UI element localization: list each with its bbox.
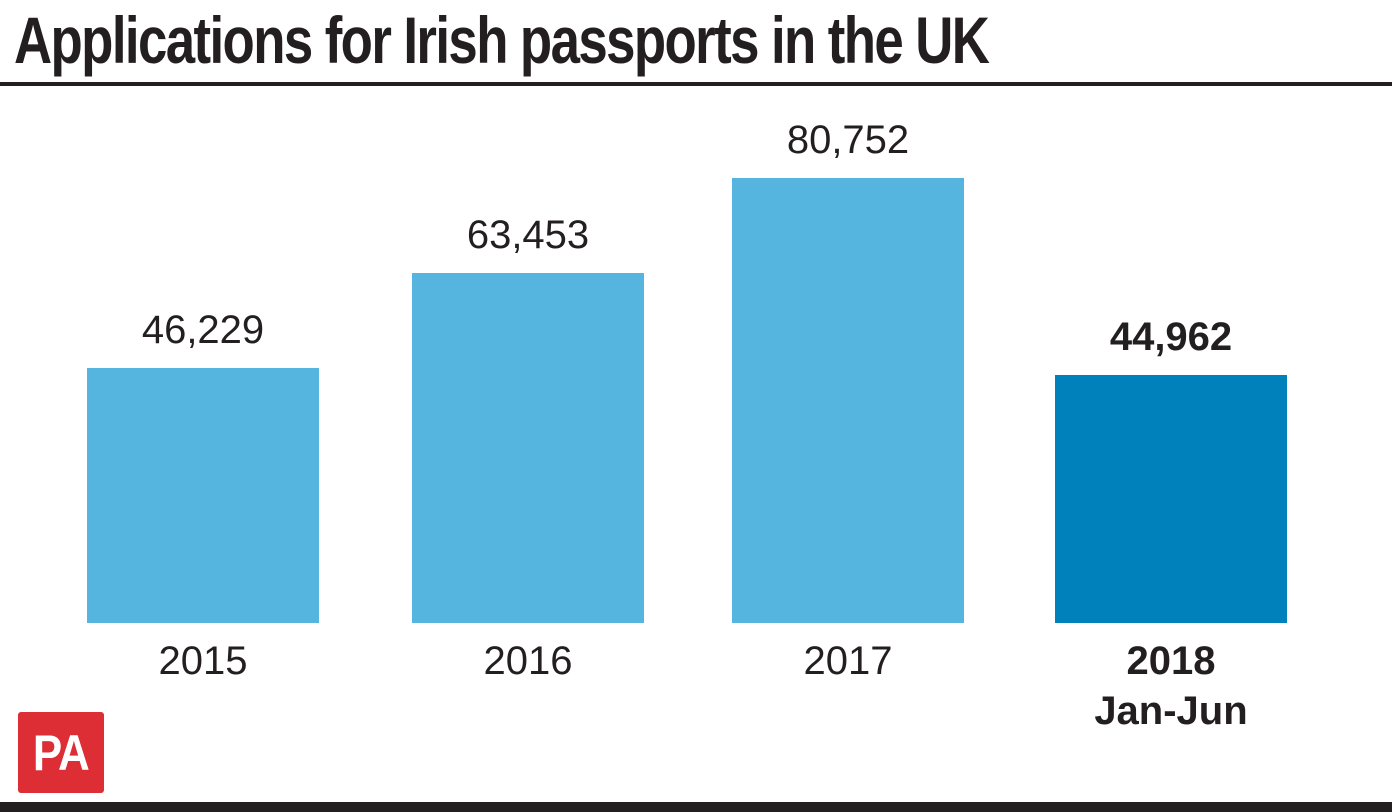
category-label-line: Jan-Jun bbox=[1094, 689, 1248, 733]
category-label-line: 2017 bbox=[803, 639, 893, 683]
bar-value-label: 44,962 bbox=[1109, 315, 1233, 359]
bar-value-label: 63,453 bbox=[466, 213, 590, 257]
pa-logo: PA bbox=[18, 712, 104, 793]
category-label-line: 2015 bbox=[158, 639, 248, 683]
bar-2017 bbox=[732, 178, 964, 623]
pa-logo-text: PA bbox=[32, 724, 90, 781]
bar-value-label: 46,229 bbox=[141, 308, 265, 352]
category-label-line: 2018 bbox=[1126, 639, 1216, 683]
bar-category-label: 2017 bbox=[698, 636, 998, 686]
bar-category-label: 2015 bbox=[53, 636, 353, 686]
category-label-line: 2016 bbox=[483, 639, 573, 683]
bar-2018 bbox=[1055, 375, 1287, 623]
bar-category-label: 2016 bbox=[378, 636, 678, 686]
bar-2016 bbox=[412, 273, 644, 623]
bottom-border-rule bbox=[0, 802, 1392, 812]
bar-value-label: 80,752 bbox=[786, 118, 910, 162]
bar-2015 bbox=[87, 368, 319, 623]
bar-category-label: 2018 Jan-Jun bbox=[1021, 636, 1321, 736]
title-divider-rule bbox=[0, 82, 1392, 86]
chart-title: Applications for Irish passports in the … bbox=[14, 3, 990, 77]
